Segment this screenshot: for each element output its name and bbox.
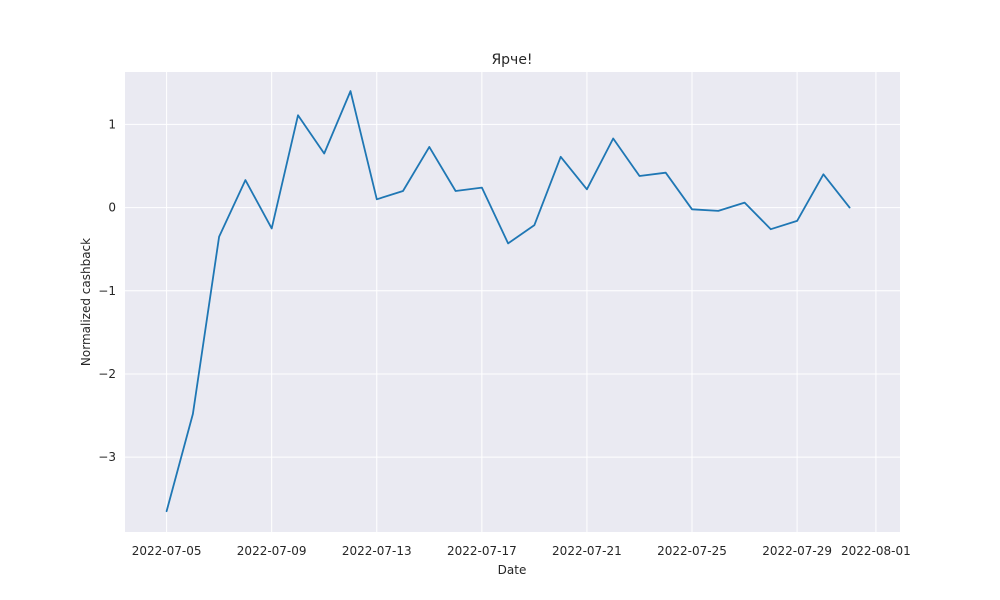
y-tick-label: −2 (98, 367, 116, 381)
y-axis-label: Normalized cashback (79, 238, 93, 366)
y-tick-label: 1 (108, 117, 116, 131)
x-axis-label: Date (498, 563, 527, 577)
x-tick-label: 2022-07-05 (132, 544, 202, 558)
x-tick-label: 2022-08-01 (841, 544, 911, 558)
x-tick-label: 2022-07-25 (657, 544, 727, 558)
y-tick-label: 0 (108, 201, 116, 215)
plot-area (125, 72, 900, 532)
tick-labels: 2022-07-05 2022-07-09 2022-07-13 2022-07-17… (98, 117, 910, 558)
chart-title: Ярче! (491, 52, 532, 68)
y-tick-label: −1 (98, 284, 116, 298)
grid (125, 72, 900, 532)
x-tick-label: 2022-07-17 (447, 544, 517, 558)
x-tick-label: 2022-07-21 (552, 544, 622, 558)
x-tick-label: 2022-07-13 (342, 544, 412, 558)
series-layer (165, 90, 851, 513)
y-tick-label: −3 (98, 450, 116, 464)
series-line (165, 90, 851, 513)
x-tick-label: 2022-07-29 (762, 544, 832, 558)
x-tick-label: 2022-07-09 (237, 544, 307, 558)
